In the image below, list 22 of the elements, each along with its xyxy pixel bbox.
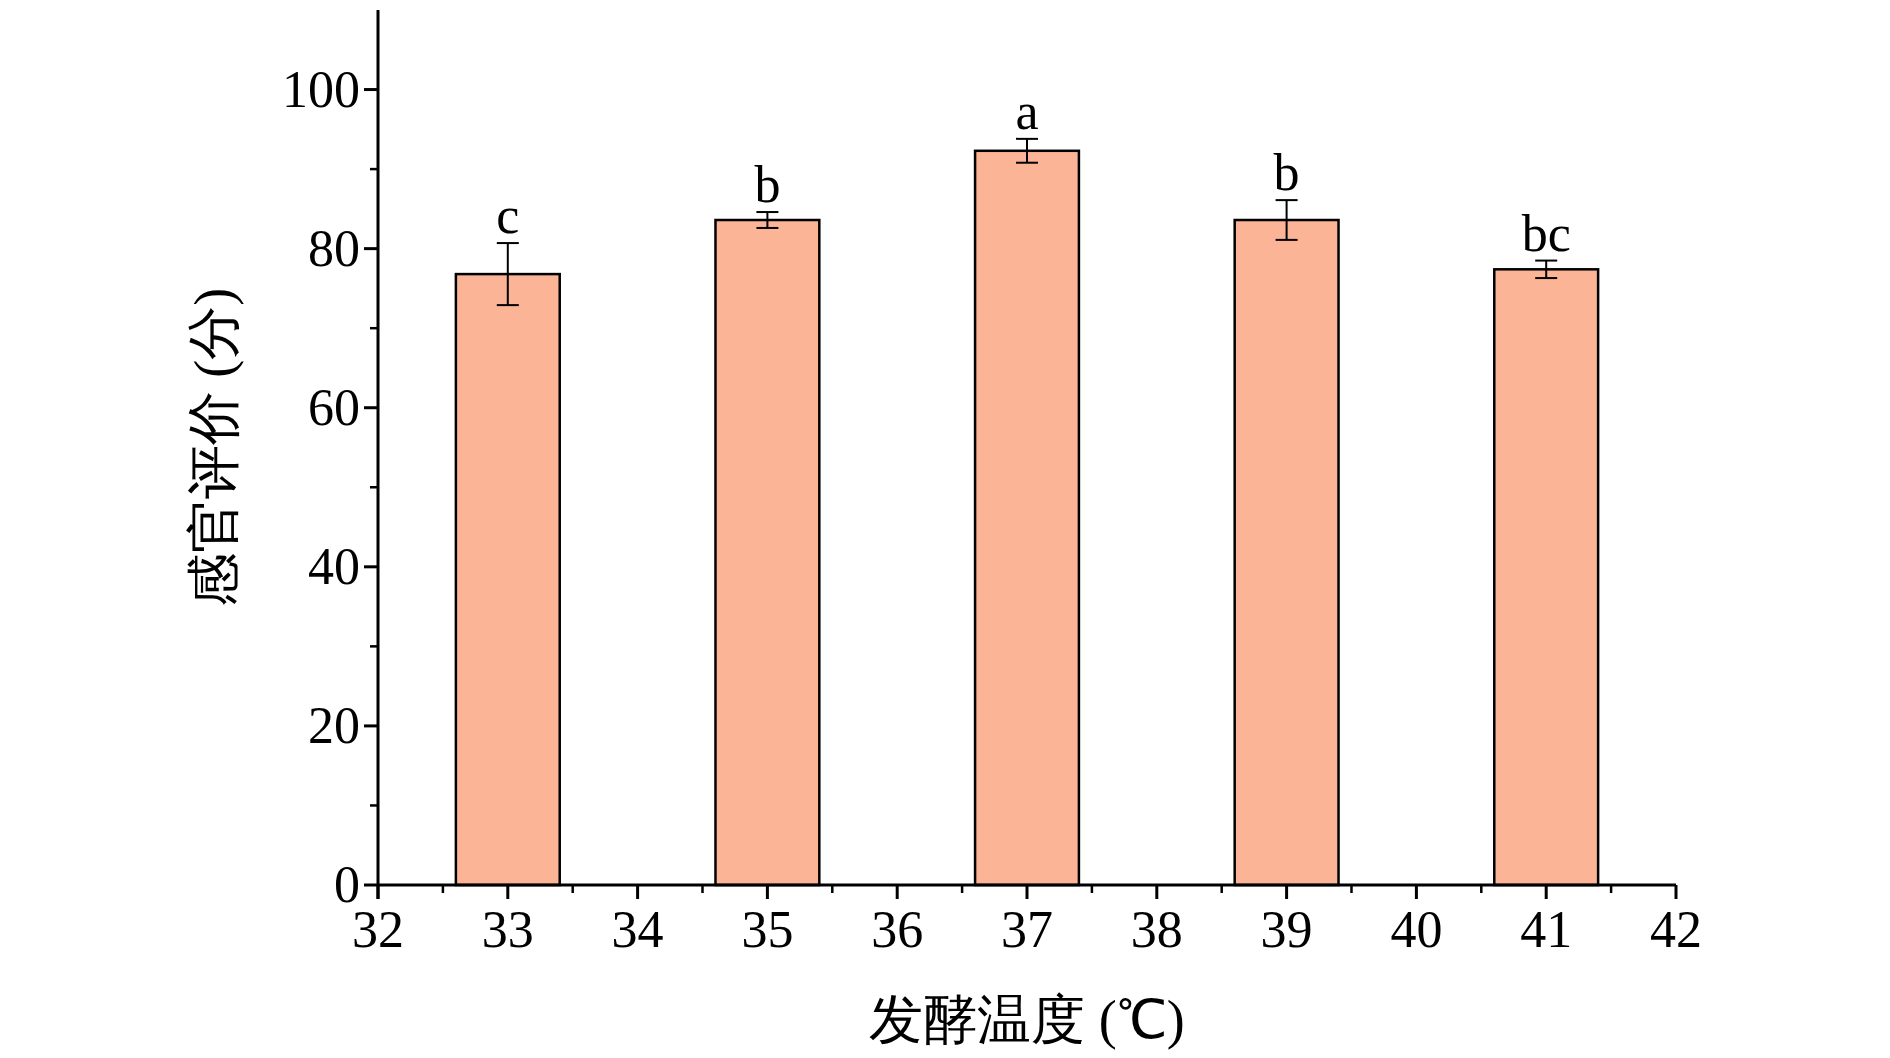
- data-label: b: [754, 156, 781, 214]
- y-tick-label: 40: [308, 537, 360, 595]
- x-tick-label: 40: [1390, 901, 1443, 958]
- x-tick-label: 38: [1130, 901, 1183, 958]
- x-axis-title: 发酵温度 (℃): [869, 990, 1185, 1050]
- x-tick-label: 37: [1001, 901, 1053, 958]
- x-tick-label: 34: [611, 901, 664, 958]
- y-tick-label: 60: [308, 378, 360, 436]
- x-tick-label: 35: [741, 901, 794, 958]
- data-label: bc: [1521, 204, 1571, 262]
- data-label: c: [496, 187, 520, 245]
- y-axis-title: 感官评价 (分): [184, 287, 244, 608]
- data-label: b: [1273, 144, 1300, 202]
- data-label: a: [1015, 82, 1039, 140]
- x-tick-label: 36: [871, 901, 924, 958]
- x-tick-label: 39: [1260, 901, 1313, 958]
- y-tick-label: 20: [308, 696, 360, 754]
- x-tick-label: 33: [481, 901, 534, 958]
- y-tick-label: 80: [308, 219, 360, 277]
- x-tick-label: 42: [1650, 901, 1702, 958]
- y-tick-label: 100: [282, 60, 360, 118]
- x-tick-label: 41: [1520, 901, 1573, 958]
